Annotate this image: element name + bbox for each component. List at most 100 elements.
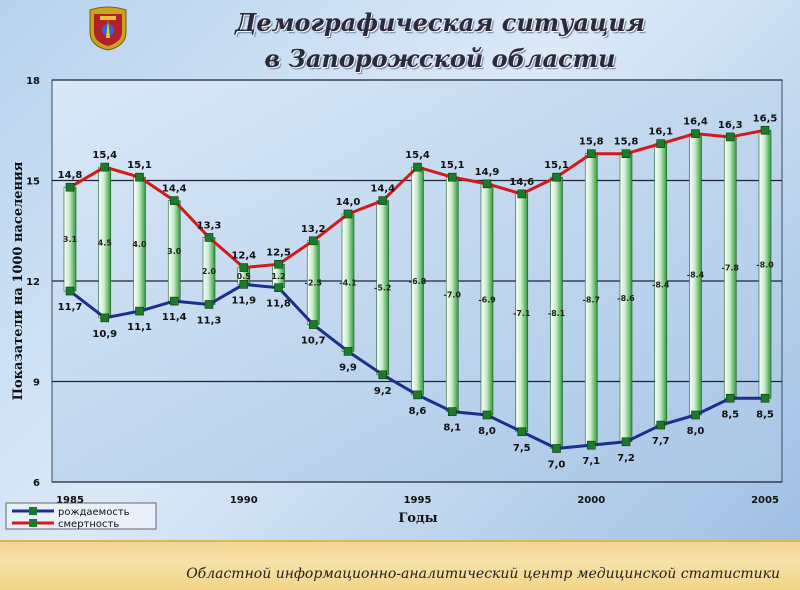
y-tick-label: 15 bbox=[26, 177, 40, 188]
death-rate-point bbox=[274, 259, 283, 269]
natural-increase-label: 4.0 bbox=[132, 240, 147, 249]
death-rate-point bbox=[656, 139, 666, 148]
natural-increase-label: -5.2 bbox=[374, 284, 392, 293]
birth-rate-point bbox=[517, 427, 527, 437]
birth-rate-point bbox=[135, 306, 144, 316]
x-tick-label: 2005 bbox=[751, 495, 779, 506]
birth-rate-point bbox=[621, 437, 631, 447]
birth-rate-point bbox=[656, 420, 666, 430]
natural-increase-label: -8.1 bbox=[548, 309, 566, 318]
natural-increase-label: -7.0 bbox=[444, 290, 462, 299]
coat-of-arms-icon bbox=[89, 6, 127, 51]
y-tick-label: 6 bbox=[33, 478, 40, 489]
death-rate-label: 15,8 bbox=[579, 137, 604, 148]
legend-birth-label: рождаемость bbox=[58, 507, 130, 518]
death-rate-point bbox=[65, 182, 75, 192]
death-rate-label: 12,5 bbox=[266, 247, 291, 258]
death-rate-point bbox=[100, 162, 110, 172]
natural-increase-label: -6.8 bbox=[409, 277, 427, 286]
birth-rate-label: 7,1 bbox=[582, 456, 600, 467]
birth-rate-label: 8,0 bbox=[687, 426, 705, 437]
chart-title-line-2: в Запорожской области bbox=[264, 44, 616, 73]
birth-rate-point bbox=[760, 393, 770, 403]
death-rate-point bbox=[517, 189, 527, 199]
death-rate-label: 14,9 bbox=[475, 167, 500, 178]
birth-rate-label: 7,2 bbox=[617, 453, 635, 464]
birth-rate-label: 11,9 bbox=[231, 295, 256, 306]
legend-death-marker bbox=[29, 519, 37, 527]
birth-rate-label: 11,4 bbox=[162, 312, 187, 323]
birth-rate-point bbox=[413, 390, 422, 400]
death-rate-point bbox=[725, 132, 735, 142]
x-tick-label: 2000 bbox=[577, 495, 605, 506]
birth-rate-point bbox=[239, 280, 249, 289]
death-rate-point bbox=[552, 172, 561, 182]
death-rate-label: 15,1 bbox=[544, 160, 569, 171]
natural-increase-label: -8.4 bbox=[687, 270, 705, 279]
legend-birth-marker bbox=[29, 507, 37, 515]
natural-increase-label: -7.8 bbox=[722, 264, 740, 273]
death-rate-point bbox=[586, 149, 596, 158]
x-axis-label: Годы bbox=[398, 511, 437, 526]
legend-death-label: смертность bbox=[58, 519, 119, 530]
death-rate-point bbox=[482, 179, 492, 189]
birth-rate-point bbox=[100, 313, 110, 323]
birth-rate-label: 10,9 bbox=[92, 329, 117, 340]
footer-text: Областной информационно-аналитический це… bbox=[186, 566, 780, 582]
birth-rate-point bbox=[169, 296, 179, 306]
death-rate-label: 14,0 bbox=[336, 197, 361, 208]
death-rate-point bbox=[621, 149, 631, 158]
footer-banner: Областной информационно-аналитический це… bbox=[0, 540, 800, 590]
x-tick-label: 1990 bbox=[230, 495, 258, 506]
death-rate-point bbox=[204, 233, 214, 242]
death-rate-label: 15,8 bbox=[614, 137, 639, 148]
death-rate-label: 14,4 bbox=[370, 184, 395, 195]
birth-rate-point bbox=[204, 300, 214, 309]
natural-increase-label: 2.0 bbox=[202, 267, 217, 276]
birth-rate-label: 7,7 bbox=[652, 436, 670, 447]
demography-chart: 6 9 12 15 18 Показатели на 1000 населения 1985… bbox=[5, 76, 783, 530]
death-rate-label: 12,4 bbox=[231, 251, 256, 262]
natural-increase-label: -8.0 bbox=[756, 260, 774, 269]
birth-rate-label: 8,0 bbox=[478, 426, 496, 437]
chart-title-line-1: Демографическая ситуация bbox=[235, 8, 645, 37]
birth-rate-point bbox=[308, 320, 318, 329]
death-rate-label: 14,4 bbox=[162, 184, 187, 195]
birth-rate-label: 8,5 bbox=[721, 409, 739, 420]
death-rate-label: 13,2 bbox=[301, 224, 326, 235]
birth-rate-point bbox=[482, 410, 492, 420]
death-rate-point bbox=[760, 125, 770, 135]
natural-increase-label: -6.9 bbox=[478, 295, 496, 304]
y-tick-label: 9 bbox=[33, 378, 40, 389]
death-rate-label: 16,1 bbox=[648, 127, 673, 138]
birth-rate-label: 10,7 bbox=[301, 336, 326, 347]
death-rate-point bbox=[343, 209, 353, 219]
birth-rate-label: 11,8 bbox=[266, 299, 291, 310]
birth-rate-point bbox=[691, 410, 700, 420]
birth-rate-point bbox=[586, 440, 596, 450]
natural-increase-label: -8.7 bbox=[583, 295, 601, 304]
x-tick-label: 1995 bbox=[404, 495, 432, 506]
birth-rate-point bbox=[343, 347, 353, 356]
death-rate-point bbox=[691, 129, 700, 138]
birth-rate-point bbox=[65, 286, 75, 296]
birth-rate-point bbox=[274, 283, 283, 293]
birth-rate-label: 8,6 bbox=[409, 406, 427, 417]
natural-increase-label: -7.1 bbox=[513, 309, 531, 318]
natural-increase-label: -8.6 bbox=[617, 294, 635, 303]
death-rate-label: 16,4 bbox=[683, 117, 708, 128]
birth-rate-point bbox=[552, 444, 561, 453]
death-rate-label: 16,3 bbox=[718, 120, 743, 131]
natural-increase-label: -2.5 bbox=[305, 279, 323, 288]
death-rate-point bbox=[413, 162, 422, 172]
death-rate-label: 15,4 bbox=[405, 150, 430, 161]
y-tick-label: 18 bbox=[26, 76, 40, 87]
natural-increase-label: 3.1 bbox=[63, 235, 78, 244]
birth-rate-label: 8,5 bbox=[756, 409, 774, 420]
y-axis-label: Показатели на 1000 населения bbox=[11, 161, 26, 400]
natural-increase-label: -4.1 bbox=[339, 279, 357, 288]
x-tick-label: 1985 bbox=[56, 495, 84, 506]
y-tick-label: 12 bbox=[26, 277, 40, 288]
death-rate-point bbox=[447, 172, 457, 182]
death-rate-label: 14,6 bbox=[509, 177, 534, 188]
